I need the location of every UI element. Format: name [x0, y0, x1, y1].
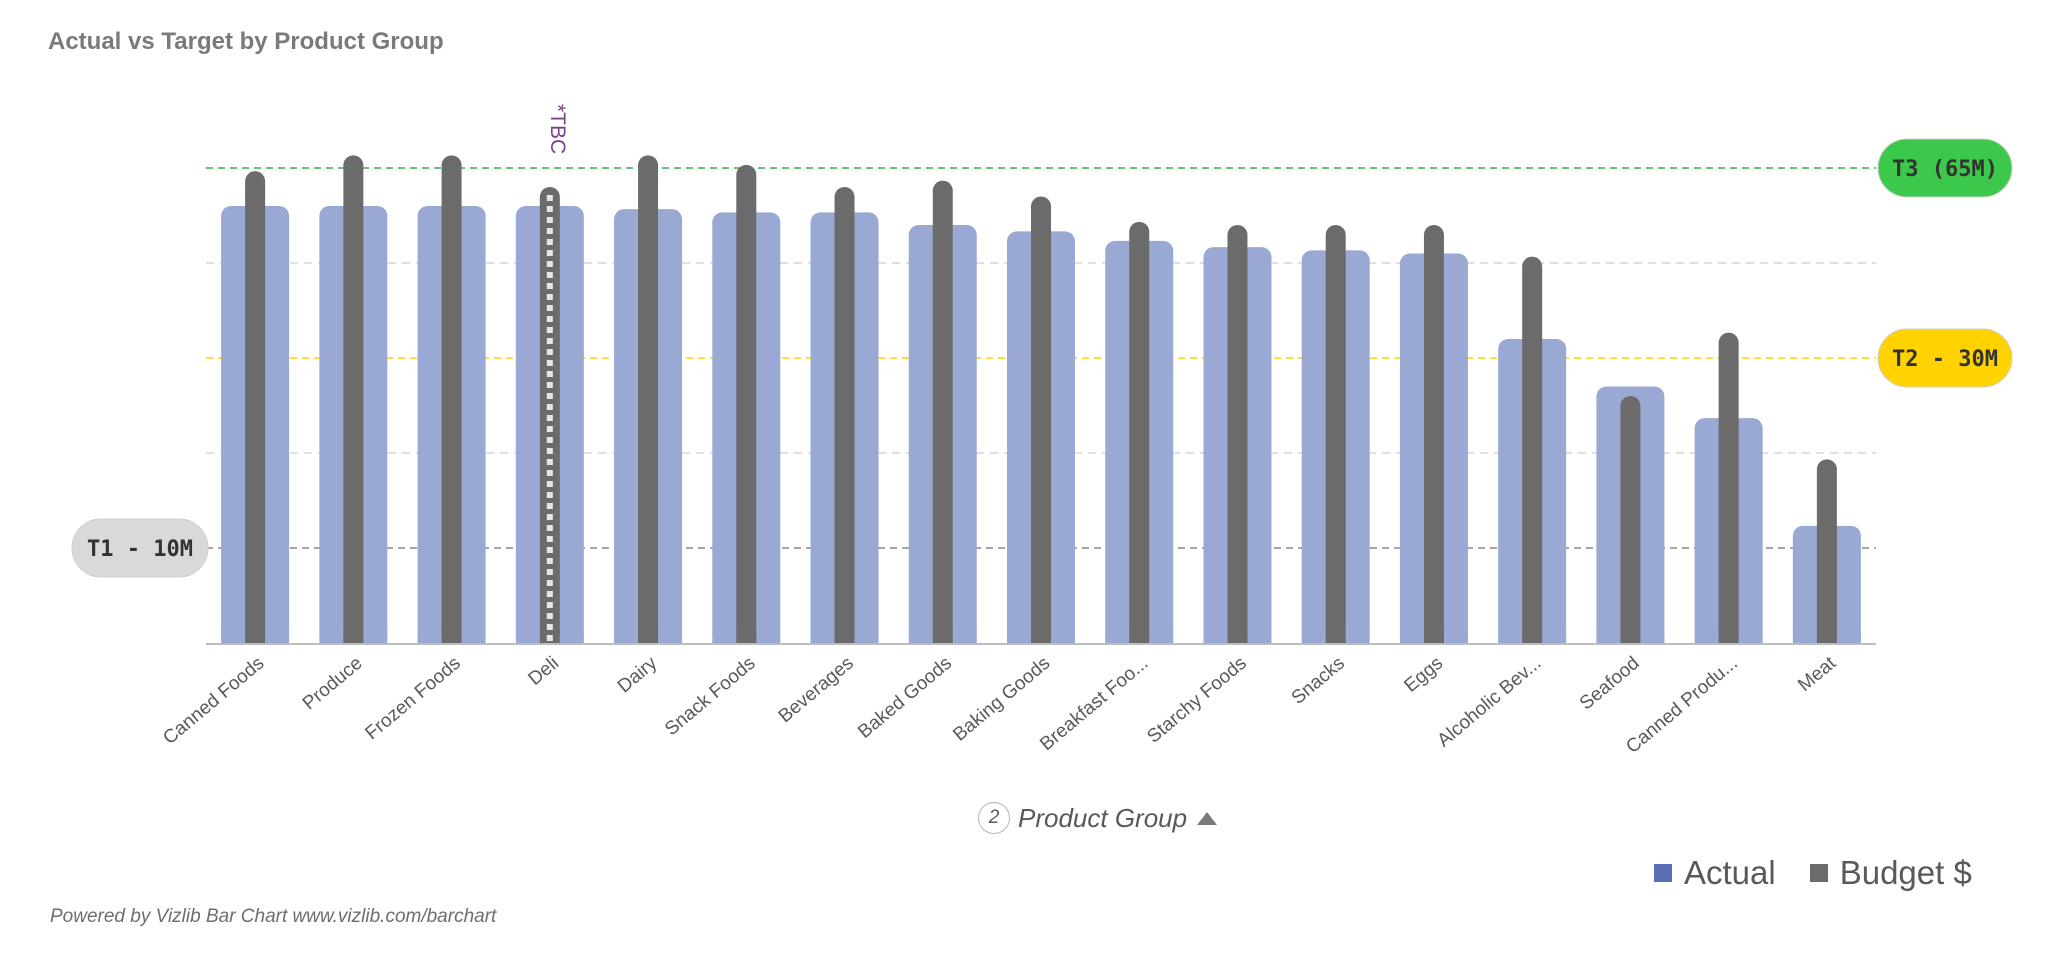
bar-budget-frozen-foods [441, 155, 462, 644]
bar-budget-base-produce [343, 631, 364, 643]
reference-badges: T3 (65M) T2 - 30M T1 - 10M [71, 138, 2013, 578]
reference-badge-label: T3 (65M) [1892, 157, 1998, 182]
x-tick-label-beverages: Beverages [775, 653, 858, 727]
x-tick-label-eggs: Eggs [1400, 653, 1447, 697]
bars-layer: *TBC [221, 104, 1861, 644]
x-axis-title[interactable]: 2 Product Group [978, 802, 1218, 834]
reference-badge-bg [1877, 138, 2013, 198]
x-axis-title-text: Product Group [1018, 802, 1188, 833]
legend-item-actual[interactable]: Actual [1654, 854, 1776, 892]
bar-budget-canned-foods [245, 171, 266, 643]
chart-title: Actual vs Target by Product Group [48, 28, 444, 55]
bar-budget-starchy-foods [1227, 225, 1248, 643]
bar-budget-produce [343, 155, 364, 644]
bar-budget-seafood [1620, 396, 1641, 643]
reference-badge-label: T1 - 10M [87, 537, 193, 562]
bar-budget-base-starchy-foods [1227, 631, 1248, 643]
x-tick-label-breakfast-foo: Breakfast Foo... [1036, 653, 1152, 755]
x-tick-label-meat: Meat [1794, 652, 1840, 696]
x-tick-label-dairy: Dairy [614, 652, 662, 697]
legend-swatch-actual [1654, 864, 1672, 882]
x-tick-label-baked-goods: Baked Goods [854, 653, 956, 743]
bar-budget-base-snacks [1325, 631, 1346, 643]
x-tick-label-seafood: Seafood [1576, 653, 1644, 715]
footer-credit: Powered by Vizlib Bar Chart www.vizlib.c… [50, 906, 497, 927]
x-tick-label-starchy-foods: Starchy Foods [1143, 653, 1250, 748]
bar-budget-base-beverages [834, 631, 855, 643]
x-tick-label-alcoholic-bev: Alcoholic Bev... [1433, 653, 1545, 752]
sort-ascending-icon[interactable] [1197, 811, 1218, 825]
reference-badge-t2-30m: T2 - 30M [1877, 328, 2013, 388]
reference-badge-label: T2 - 30M [1892, 347, 1998, 372]
bar-budget-breakfast-foo [1129, 221, 1150, 644]
x-tick-label-frozen-foods: Frozen Foods [361, 653, 464, 744]
bar-budget-snack-foods [736, 164, 757, 644]
bar-budget-base-dairy [638, 631, 659, 643]
bar-budget-eggs [1423, 225, 1444, 643]
bar-budget-base-canned-foods [245, 631, 266, 643]
annotation-tbc: *TBC [546, 104, 569, 154]
bar-budget-baking-goods [1031, 196, 1051, 643]
bar-budget-base-baked-goods [932, 631, 953, 643]
x-tick-label-baking-goods: Baking Goods [949, 653, 1054, 746]
bar-budget-base-canned-produ [1718, 631, 1739, 643]
reference-badge-bg [1877, 328, 2013, 388]
bar-budget-base-baking-goods [1031, 631, 1051, 643]
x-tick-label-snack-foods: Snack Foods [661, 653, 759, 740]
bar-budget-base-eggs [1423, 631, 1444, 643]
legend-swatch-budget [1809, 864, 1828, 882]
bar-budget-base-seafood [1620, 631, 1641, 643]
bar-budget-base-snack-foods [736, 631, 757, 643]
reference-badge-t1-10m: T1 - 10M [71, 518, 209, 578]
bar-budget-dairy [638, 155, 659, 644]
bar-budget-canned-produ [1718, 332, 1739, 643]
x-tick-label-produce: Produce [299, 653, 367, 715]
bar-budget-meat [1816, 459, 1837, 643]
x-tick-label-canned-foods: Canned Foods [159, 653, 268, 749]
x-tick-label-deli: Deli [524, 653, 563, 690]
bar-budget-base-alcoholic-bev [1522, 631, 1543, 643]
legend-label-budget: Budget $ [1839, 854, 1972, 891]
reference-badge-bg [71, 518, 209, 578]
bar-budget-base-frozen-foods [441, 631, 462, 643]
bar-budget-baked-goods [932, 180, 953, 643]
drill-step-badge: 2 [978, 802, 1010, 834]
reference-badge-t3-65m: T3 (65M) [1877, 138, 2013, 198]
bar-budget-base-meat [1816, 631, 1837, 643]
legend: Actual Budget $ [1654, 854, 1972, 892]
legend-label-actual: Actual [1684, 854, 1776, 891]
x-tick-label-snacks: Snacks [1288, 653, 1349, 709]
bar-budget-alcoholic-bev [1522, 256, 1543, 643]
bar-budget-snacks [1325, 225, 1346, 643]
bar-budget-base-breakfast-foo [1129, 631, 1150, 643]
legend-item-budget[interactable]: Budget $ [1809, 854, 1972, 892]
bar-budget-beverages [834, 187, 855, 643]
